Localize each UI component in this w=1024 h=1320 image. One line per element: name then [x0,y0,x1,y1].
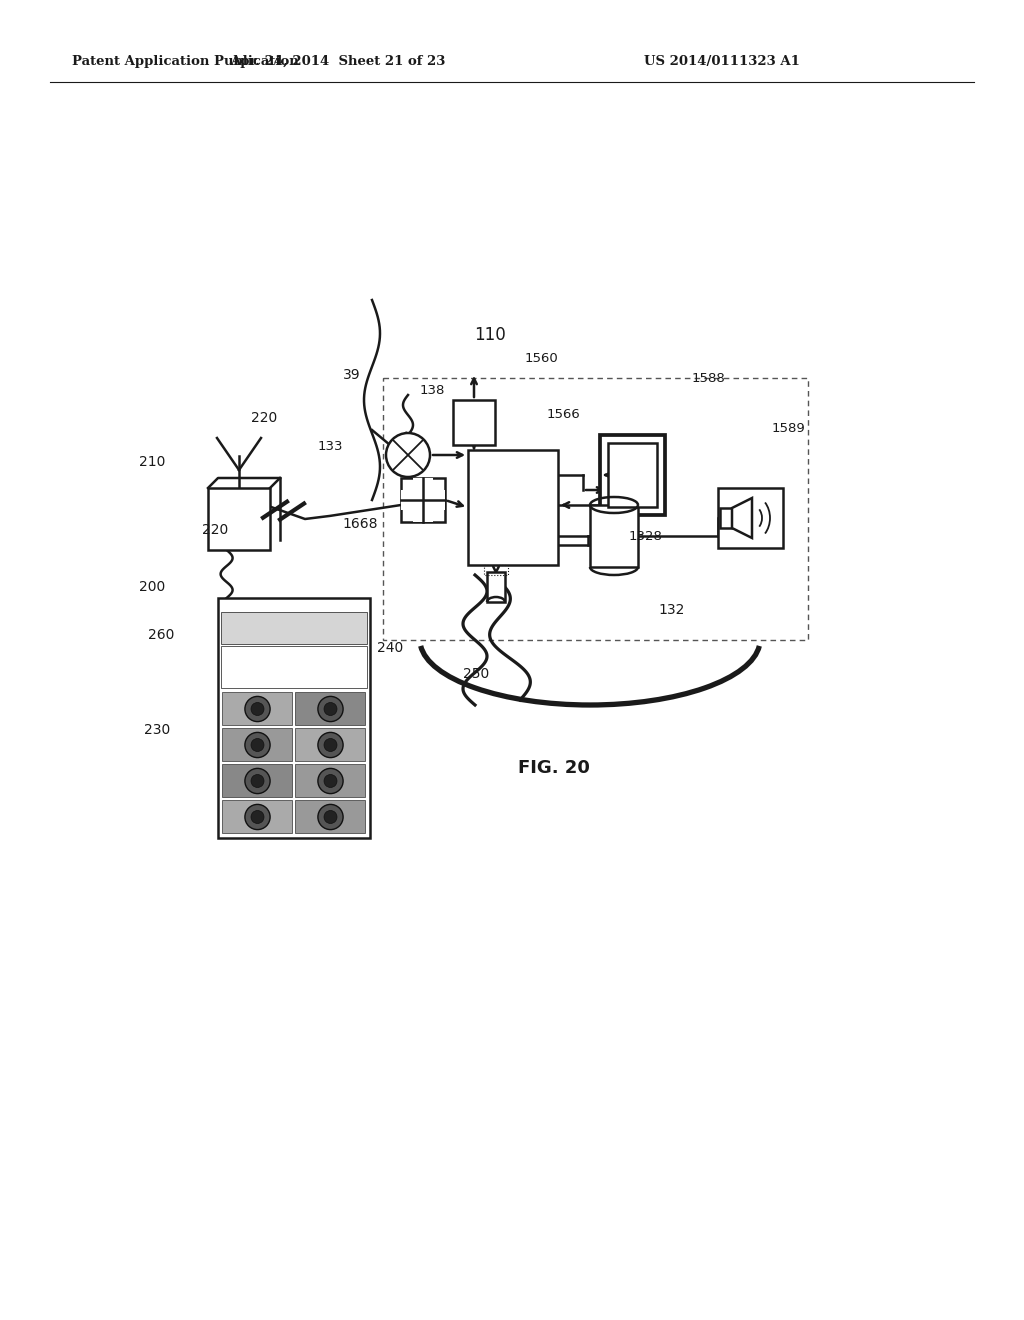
Circle shape [245,768,270,793]
Bar [608,444,657,507]
Circle shape [245,733,270,758]
Circle shape [245,804,270,829]
Circle shape [324,702,337,715]
Text: 133: 133 [317,441,343,454]
Circle shape [324,775,337,788]
Circle shape [251,810,264,824]
Text: 1560: 1560 [524,351,558,364]
Text: 1566: 1566 [546,408,580,421]
Circle shape [251,738,264,751]
Circle shape [317,804,343,829]
Bar [590,506,638,568]
Text: 230: 230 [144,723,170,737]
Text: FIG. 20: FIG. 20 [518,759,590,777]
Text: 220: 220 [251,411,278,425]
Bar [401,490,445,510]
Bar [600,436,665,515]
Circle shape [317,733,343,758]
Circle shape [251,702,264,715]
Text: 138: 138 [419,384,444,396]
Bar [221,612,367,644]
Circle shape [324,810,337,824]
Bar [468,450,558,565]
Text: 250: 250 [463,667,489,681]
Bar [413,478,433,521]
Bar [484,565,508,576]
Text: Apr. 24, 2014  Sheet 21 of 23: Apr. 24, 2014 Sheet 21 of 23 [230,55,445,69]
Text: 210: 210 [139,455,165,469]
Circle shape [324,738,337,751]
Bar [295,692,365,725]
Bar [222,729,292,762]
Bar [221,645,367,688]
Text: 240: 240 [377,642,403,655]
Bar [295,729,365,762]
Text: 220: 220 [202,523,228,537]
Bar [295,800,365,833]
Text: Sports Logos: Sports Logos [254,622,334,635]
Text: Recent: Recent [272,653,315,667]
Bar [218,598,370,838]
Text: 200: 200 [139,579,165,594]
Bar [401,478,445,521]
Text: Releases: Releases [266,668,322,681]
Bar [383,378,808,640]
Circle shape [317,697,343,722]
Bar [208,488,270,550]
Bar [718,488,783,548]
Text: 1589: 1589 [771,421,805,434]
Text: Patent Application Publication: Patent Application Publication [72,55,299,69]
Bar [222,764,292,797]
Text: 132: 132 [658,603,685,616]
Bar [720,508,732,528]
Text: US 2014/0111323 A1: US 2014/0111323 A1 [644,55,800,69]
Text: 260: 260 [147,628,174,642]
Text: 1588: 1588 [691,371,725,384]
Circle shape [245,697,270,722]
Circle shape [251,775,264,788]
Text: 1328: 1328 [628,529,662,543]
Text: 1668: 1668 [342,517,378,531]
Bar [453,400,495,445]
Circle shape [317,768,343,793]
Bar [295,764,365,797]
Text: 39: 39 [343,368,360,381]
Text: 110: 110 [474,326,506,345]
Bar [487,572,505,602]
Bar [222,692,292,725]
Bar [222,800,292,833]
Circle shape [386,433,430,477]
Polygon shape [732,498,752,539]
